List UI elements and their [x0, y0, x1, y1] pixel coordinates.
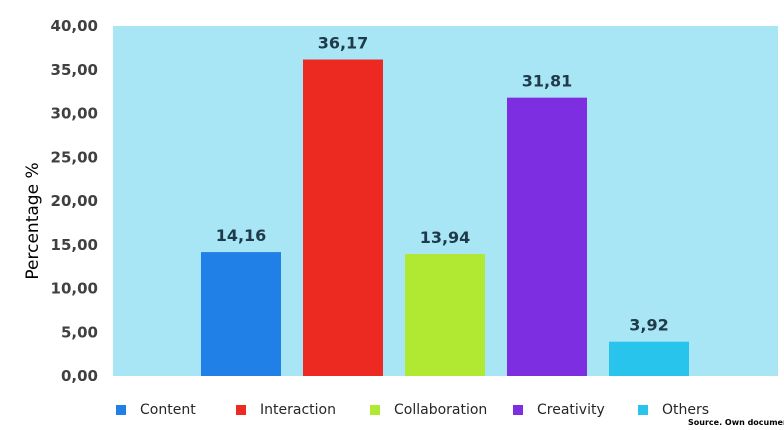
y-tick-label: 25,00 — [51, 148, 98, 166]
y-axis-label: Percentage % — [23, 162, 43, 279]
legend-label: Collaboration — [394, 402, 488, 418]
source-note: Source. Own documen — [688, 418, 784, 427]
y-tick-label: 20,00 — [51, 192, 98, 210]
legend-swatch — [370, 405, 380, 415]
legend-swatch — [513, 405, 523, 415]
y-tick-label: 35,00 — [51, 61, 98, 79]
data-label-others: 3,92 — [629, 316, 668, 335]
y-tick-label: 5,00 — [61, 323, 98, 341]
legend-label: Others — [662, 402, 710, 418]
bar-content — [201, 252, 281, 376]
bar-others — [609, 341, 689, 376]
legend-item-collaboration: Collaboration — [370, 400, 487, 420]
data-label-content: 14,16 — [216, 226, 267, 245]
y-tick-label: 0,00 — [61, 367, 98, 385]
bar-interaction — [303, 59, 383, 376]
legend-item-others: Others — [638, 400, 709, 420]
data-label-interaction: 36,17 — [318, 34, 369, 53]
legend-label: Creativity — [537, 402, 605, 418]
y-tick-label: 30,00 — [51, 105, 98, 123]
y-tick-label: 40,00 — [51, 17, 98, 35]
y-tick-label: 15,00 — [51, 236, 98, 254]
legend-item-creativity: Creativity — [513, 400, 605, 420]
bar-creativity — [507, 97, 587, 376]
bar-collaboration — [405, 254, 485, 376]
legend-swatch — [236, 405, 246, 415]
legend-item-interaction: Interaction — [236, 400, 336, 420]
legend-label: Interaction — [260, 402, 336, 418]
legend-label: Content — [140, 402, 196, 418]
data-label-collaboration: 13,94 — [420, 228, 471, 247]
legend-swatch — [638, 405, 648, 415]
legend-swatch — [116, 405, 126, 415]
y-tick-label: 10,00 — [51, 280, 98, 298]
data-label-creativity: 31,81 — [522, 72, 573, 91]
legend-item-content: Content — [116, 400, 196, 420]
